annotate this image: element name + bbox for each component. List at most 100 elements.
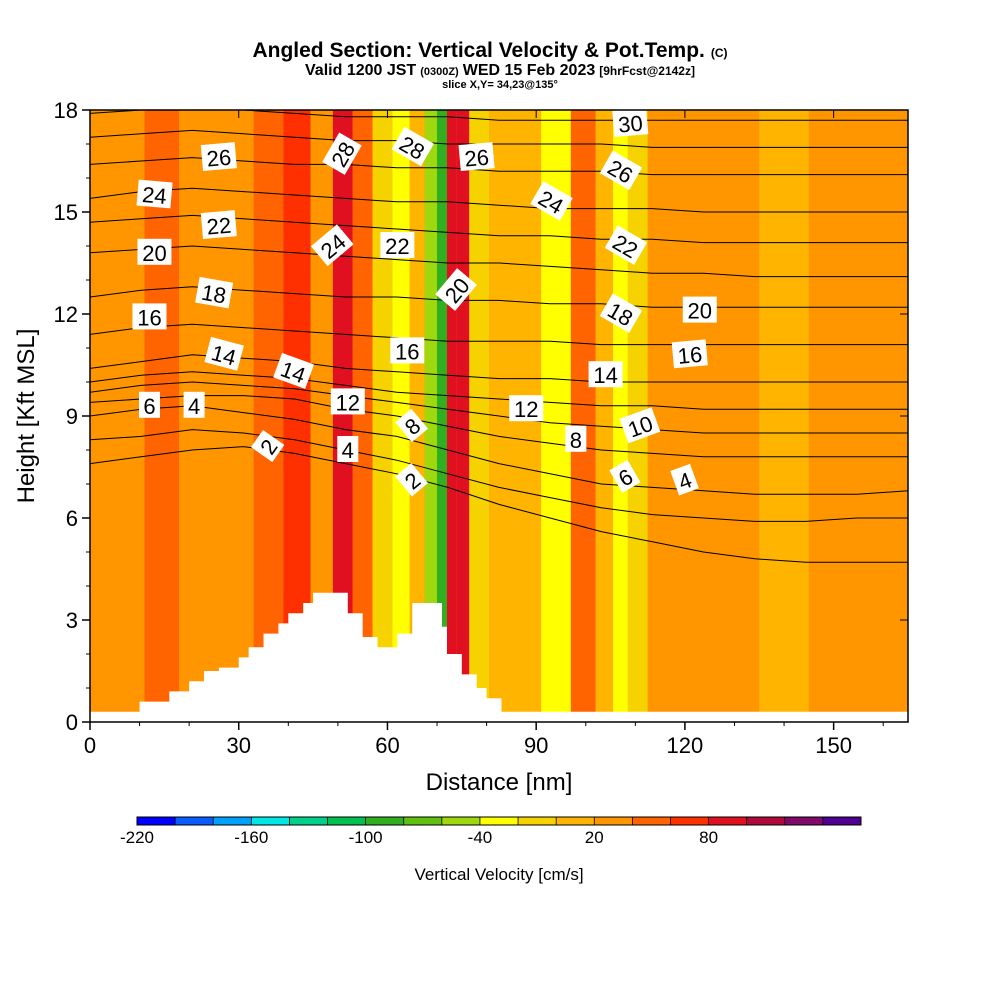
theta-contour-line: [90, 187, 908, 213]
colorbar-swatch: [403, 817, 443, 825]
contour-label-text: 16: [395, 339, 419, 364]
contour-label-box: [310, 224, 354, 267]
contour-label: 26: [458, 142, 495, 172]
contour-label: 18: [195, 276, 234, 309]
contour-label: 16: [390, 337, 425, 364]
y-tick-label: 3: [66, 608, 78, 633]
x-tick-label: 30: [226, 733, 250, 758]
theta-contour-line: [90, 245, 908, 278]
y-tick-label: 0: [66, 710, 78, 735]
colorbar-tick-label: 80: [699, 828, 718, 847]
colorbar-tick-label: -220: [120, 828, 154, 847]
velocity-column: [218, 110, 254, 722]
contour-label: 20: [682, 296, 717, 324]
velocity-column: [392, 110, 410, 722]
colorbar-swatch: [746, 817, 786, 825]
contour-label-box: [588, 361, 623, 388]
colorbar-swatch: [784, 817, 824, 825]
contour-label-text: 12: [514, 397, 538, 422]
colorbar-swatch: [670, 817, 710, 825]
x-tick-label: 120: [667, 733, 704, 758]
contour-label-box: [391, 126, 434, 167]
velocity-column: [570, 110, 596, 722]
colorbar: -220 -160 -100 -40 20 80: [120, 816, 862, 847]
theta-contour-line: [90, 323, 908, 346]
contour-label-text: 20: [142, 241, 166, 266]
contour-label: 26: [200, 142, 237, 172]
contour-label-box: [435, 268, 477, 311]
contour-label-text: 18: [200, 280, 228, 309]
contour-label-text: 4: [188, 394, 200, 419]
colorbar-swatch: [479, 817, 519, 825]
velocity-column: [677, 110, 715, 722]
x-axis-label: Distance [nm]: [426, 769, 573, 796]
contour-label-text: 12: [336, 390, 360, 415]
y-tick-label: 6: [66, 506, 78, 531]
velocity-column: [372, 110, 393, 722]
contour-label-text: 6: [143, 394, 155, 419]
velocity-column: [469, 110, 490, 722]
colorbar-label: Vertical Velocity [cm/s]: [414, 865, 583, 884]
colorbar-swatch: [441, 817, 481, 825]
colorbar-tick-label: -100: [349, 828, 383, 847]
contour-label: 20: [137, 238, 172, 266]
velocity-column: [424, 110, 438, 722]
contour-label: 14: [204, 336, 244, 371]
contour-label: 12: [509, 395, 544, 422]
velocity-column: [352, 110, 373, 722]
contour-label-box: [380, 232, 415, 258]
velocity-column: [437, 110, 447, 722]
contour-label: 16: [132, 303, 167, 330]
velocity-column: [332, 110, 353, 722]
contour-label: 4: [183, 391, 205, 419]
contour-label-text: 8: [570, 428, 582, 453]
contour-label: 4: [337, 436, 359, 463]
colorbar-frame: [136, 816, 862, 826]
contour-label-text: 24: [141, 182, 168, 209]
contour-label-text: 16: [677, 342, 704, 369]
velocity-column: [808, 110, 871, 722]
colorbar-tick-label: 20: [585, 828, 604, 847]
colorbar-tick-label: -40: [468, 828, 493, 847]
contour-label-box: [183, 391, 205, 418]
colorbar-tick-label: -160: [234, 828, 268, 847]
contour-label: 30: [612, 110, 649, 138]
axes: 0 30 60 90 120 150 0 3 6 9 12 15 18: [54, 98, 908, 758]
contour-label-box: [337, 436, 359, 462]
contour-label-box: [137, 238, 172, 265]
colorbar-swatch: [251, 817, 290, 825]
contour-label: 6: [609, 459, 641, 493]
contour-label-box: [530, 181, 573, 221]
contour-label-text: 4: [342, 438, 354, 463]
contour-label-box: [670, 463, 699, 496]
contour-label-box: [612, 110, 649, 138]
contour-label-text: 20: [688, 299, 712, 324]
contour-label-box: [204, 336, 244, 371]
colorbar-swatch: [556, 817, 595, 825]
x-tick-label: 60: [375, 733, 399, 758]
y-tick-label: 18: [54, 98, 78, 123]
contour-label-box: [395, 463, 428, 497]
contour-label-box: [604, 225, 648, 265]
colorbar-swatch: [137, 817, 176, 825]
contour-label-box: [132, 303, 167, 330]
slice-label: slice X,Y= 34,23@135°: [442, 79, 558, 91]
colorbar-swatch: [175, 817, 214, 825]
velocity-column: [446, 110, 457, 722]
contour-label-text: 26: [206, 145, 233, 172]
terrain-profile: [90, 592, 908, 722]
contour-label-text: 30: [617, 111, 644, 138]
contour-label: 4: [670, 463, 699, 496]
contour-label: 6: [138, 391, 160, 419]
colorbar-swatch: [213, 817, 252, 825]
theta-contour-line: [90, 129, 908, 148]
y-tick-label: 15: [54, 200, 78, 225]
contour-label: 14: [273, 352, 315, 389]
velocity-column: [109, 110, 145, 722]
contour-label-box: [671, 339, 708, 369]
contour-label-box: [195, 276, 234, 309]
colorbar-swatch: [822, 817, 862, 825]
theta-contour-line: [90, 395, 908, 458]
contour-label: 22: [200, 210, 237, 240]
